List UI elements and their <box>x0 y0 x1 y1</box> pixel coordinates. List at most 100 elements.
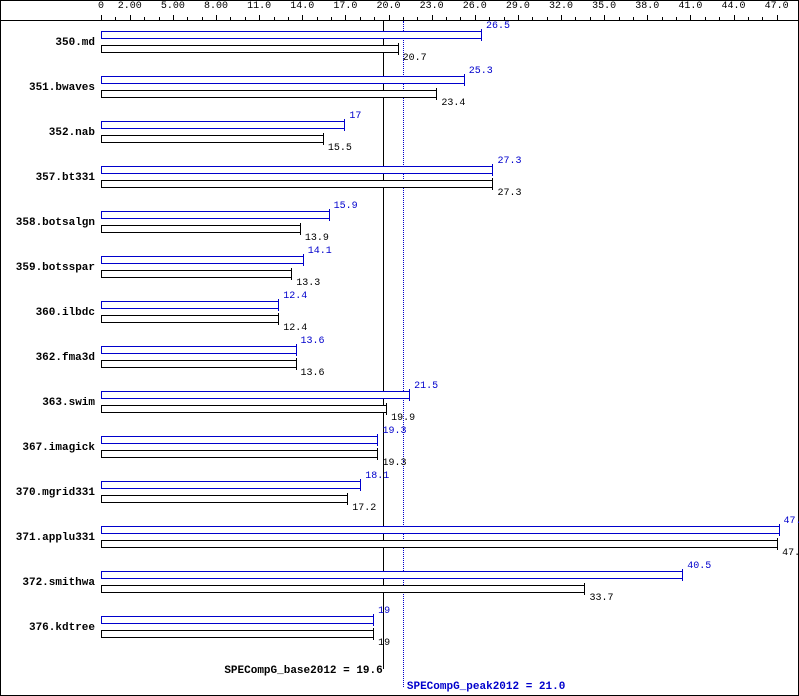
bar-base <box>101 495 348 503</box>
benchmark-label: 359.botsspar <box>16 262 95 274</box>
benchmark-row: 370.mgrid33118.117.2 <box>1 481 798 526</box>
value-peak: 26.5 <box>486 21 510 32</box>
bar-cap-base <box>296 358 297 370</box>
x-tick-label: 23.0 <box>420 1 444 12</box>
value-base: 19 <box>378 638 390 649</box>
bar-cap-base <box>398 43 399 55</box>
value-peak: 19.3 <box>382 426 406 437</box>
x-tick-label: 38.0 <box>635 1 659 12</box>
bar-cap-base <box>373 628 374 640</box>
bar-cap-base <box>323 133 324 145</box>
bar-cap-peak <box>377 434 378 446</box>
bar-cap-base <box>300 223 301 235</box>
benchmark-label: 352.nab <box>49 127 95 139</box>
benchmark-chart: 0 2.00 5.00 8.00 11.0 14.0 17.0 20.0 23.0 26.0 29.… <box>0 0 799 696</box>
bar-base <box>101 270 292 278</box>
x-tick-label: 14.0 <box>290 1 314 12</box>
x-tick-label: 2.00 <box>118 1 142 12</box>
value-base: 47.1 <box>782 548 799 559</box>
bar-cap-base <box>347 493 348 505</box>
benchmark-label: 360.ilbdc <box>36 307 95 319</box>
bar-peak <box>101 616 374 624</box>
bar-cap-peak <box>329 209 330 221</box>
bar-cap-peak <box>303 254 304 266</box>
benchmark-row: 371.applu33147.247.1 <box>1 526 798 571</box>
bar-cap-base <box>386 403 387 415</box>
summary-base-label: SPECompG_base2012 = 19.6 <box>1 665 387 677</box>
plot-area: 350.md26.520.7351.bwaves25.323.4 352.nab 1… <box>1 21 798 695</box>
bar-base <box>101 225 301 233</box>
benchmark-row: 362.fma3d13.613.6 <box>1 346 798 391</box>
x-tick-label: 8.00 <box>204 1 228 12</box>
value-base: 13.9 <box>305 233 329 244</box>
x-tick-label: 32.0 <box>549 1 573 12</box>
value-base: 27.3 <box>497 188 521 199</box>
value-peak: 21.5 <box>414 381 438 392</box>
bar-cap-peak <box>492 164 493 176</box>
x-tick-label: 5.00 <box>161 1 185 12</box>
benchmark-row: 357.bt33127.327.3 <box>1 166 798 211</box>
x-tick-label: 47.0 <box>765 1 789 12</box>
bar-base <box>101 360 297 368</box>
x-tick-label: 11.0 <box>247 1 271 12</box>
value-peak: 27.3 <box>497 156 521 167</box>
benchmark-label: 362.fma3d <box>36 352 95 364</box>
x-tick-label: 29.0 <box>506 1 530 12</box>
value-peak: 40.5 <box>687 561 711 572</box>
value-base: 17.2 <box>352 503 376 514</box>
bar-cap-base <box>377 448 378 460</box>
x-tick-label: 17.0 <box>333 1 357 12</box>
bar-cap-base <box>584 583 585 595</box>
benchmark-row: 372.smithwa40.533.7 <box>1 571 798 616</box>
x-tick-label: 44.0 <box>721 1 745 12</box>
value-peak: 12.4 <box>283 291 307 302</box>
benchmark-row: 351.bwaves25.323.4 <box>1 76 798 121</box>
bar-base <box>101 540 778 548</box>
benchmark-label: 357.bt331 <box>36 172 95 184</box>
bar-peak <box>101 346 297 354</box>
x-tick-label: 26.0 <box>463 1 487 12</box>
benchmark-label: 358.botsalgn <box>16 217 95 229</box>
bar-base <box>101 45 399 53</box>
benchmark-label: 372.smithwa <box>22 577 95 589</box>
x-tick-label: 20.0 <box>376 1 400 12</box>
benchmark-row: 350.md26.520.7 <box>1 31 798 76</box>
bar-cap-peak <box>682 569 683 581</box>
bar-base <box>101 630 374 638</box>
bar-base <box>101 450 378 458</box>
value-base: 19.3 <box>382 458 406 469</box>
value-base: 23.4 <box>441 98 465 109</box>
benchmark-row: 376.kdtree1919 <box>1 616 798 661</box>
bar-peak <box>101 166 493 174</box>
x-tick-label: 0 <box>98 1 104 12</box>
bar-cap-peak <box>779 524 780 536</box>
bar-cap-peak <box>278 299 279 311</box>
bar-peak <box>101 76 465 84</box>
bar-base <box>101 180 493 188</box>
benchmark-row: 360.ilbdc12.412.4 <box>1 301 798 346</box>
bar-cap-peak <box>464 74 465 86</box>
bar-cap-peak <box>360 479 361 491</box>
bar-peak <box>101 211 330 219</box>
bar-base <box>101 405 387 413</box>
bar-cap-base <box>777 538 778 550</box>
bar-base <box>101 135 324 143</box>
benchmark-label: 370.mgrid331 <box>16 487 95 499</box>
bar-cap-base <box>291 268 292 280</box>
bar-base <box>101 315 279 323</box>
bar-peak <box>101 436 378 444</box>
value-base: 13.3 <box>296 278 320 289</box>
value-peak: 17 <box>349 111 361 122</box>
value-peak: 14.1 <box>308 246 332 257</box>
benchmark-row: 359.botsspar14.113.3 <box>1 256 798 301</box>
summary-peak-label: SPECompG_peak2012 = 21.0 <box>407 681 565 693</box>
value-peak: 19 <box>378 606 390 617</box>
value-base: 20.7 <box>403 53 427 64</box>
benchmark-label: 376.kdtree <box>29 622 95 634</box>
benchmark-label: 351.bwaves <box>29 82 95 94</box>
bar-cap-peak <box>296 344 297 356</box>
bar-peak <box>101 481 361 489</box>
benchmark-row: 367.imagick19.319.3 <box>1 436 798 481</box>
x-tick-label: 41.0 <box>678 1 702 12</box>
bar-peak <box>101 31 482 39</box>
